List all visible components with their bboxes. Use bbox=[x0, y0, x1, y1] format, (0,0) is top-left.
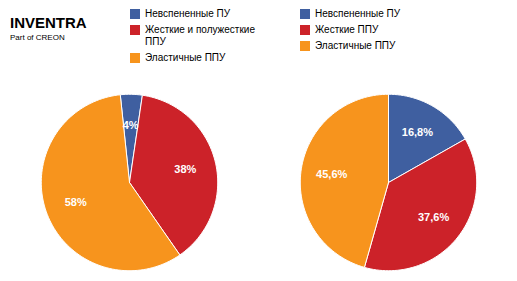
html-text:Жесткие и полужесткие ППУ: Жесткие и полужесткие ППУ bbox=[145, 24, 255, 47]
html-text:Жесткие ППУ: Жесткие ППУ bbox=[315, 24, 379, 35]
html-text:Part of CREON: Part of CREON bbox=[10, 33, 65, 42]
svg-text:58%: 58% bbox=[65, 196, 87, 208]
html-text:Эластичные ППУ: Эластичные ППУ bbox=[145, 52, 226, 63]
html-text:Невспененные ПУ: Невспененные ПУ bbox=[145, 8, 231, 19]
svg-text:45,6%: 45,6% bbox=[316, 168, 347, 180]
svg-text:16,8%: 16,8% bbox=[402, 126, 433, 138]
html-text:Эластичные ППУ: Эластичные ППУ bbox=[315, 40, 396, 51]
svg-text:37,6%: 37,6% bbox=[418, 211, 449, 223]
html-text:INVENTRA: INVENTRA bbox=[10, 14, 87, 31]
html-text:Невспененные ПУ: Невспененные ПУ bbox=[315, 8, 401, 19]
svg-text:38%: 38% bbox=[174, 163, 196, 175]
svg-text:4%: 4% bbox=[123, 119, 139, 131]
